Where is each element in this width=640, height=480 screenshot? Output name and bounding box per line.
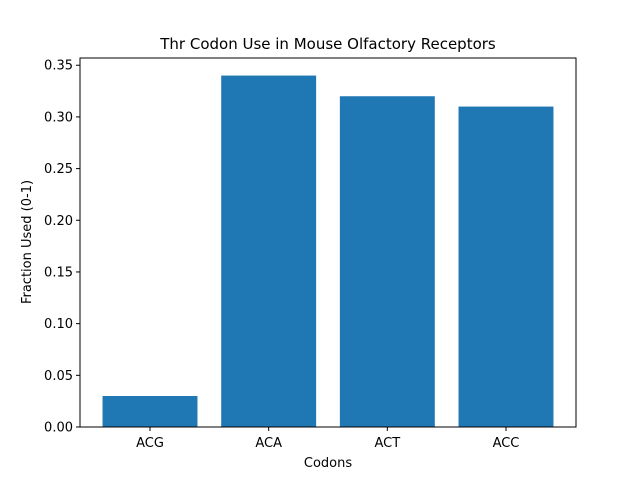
y-axis-ticks: 0.00 0.05 0.10 0.15 0.20 0.25 0.30 0.35 (44, 59, 80, 436)
x-tick-label: ACA (255, 436, 282, 451)
bar-aca (221, 75, 317, 428)
x-axis-label: Codons (304, 456, 352, 471)
y-tick-label: 0.20 (44, 214, 73, 229)
plot-frame (79, 57, 577, 428)
y-axis-label: Fraction Used (0-1) (20, 180, 35, 304)
chart-title: Thr Codon Use in Mouse Olfactory Recepto… (159, 35, 496, 53)
y-tick-label: 0.05 (44, 369, 73, 384)
bar-acc (458, 106, 554, 427)
x-axis-ticks: ACG ACA ACT ACC (136, 427, 519, 451)
y-tick-label: 0.25 (44, 162, 73, 177)
y-tick-label: 0.00 (44, 421, 73, 436)
x-tick-label: ACC (493, 436, 520, 451)
y-tick-label: 0.30 (44, 110, 73, 125)
y-tick-label: 0.35 (44, 59, 73, 74)
bars-group (102, 75, 554, 428)
x-tick-label: ACG (136, 436, 164, 451)
bar-acg (102, 395, 198, 427)
y-tick-label: 0.10 (44, 317, 73, 332)
bar-act (339, 96, 435, 427)
x-tick-label: ACT (374, 436, 400, 451)
y-tick-label: 0.15 (44, 265, 73, 280)
